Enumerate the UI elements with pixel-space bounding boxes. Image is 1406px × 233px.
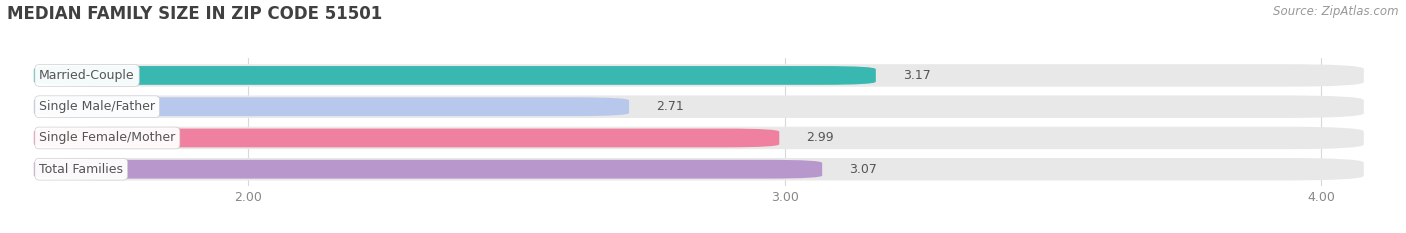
Text: Single Male/Father: Single Male/Father bbox=[39, 100, 155, 113]
FancyBboxPatch shape bbox=[34, 160, 823, 178]
Text: 3.07: 3.07 bbox=[849, 163, 877, 176]
Text: 3.17: 3.17 bbox=[903, 69, 931, 82]
FancyBboxPatch shape bbox=[34, 64, 1364, 87]
Text: Total Families: Total Families bbox=[39, 163, 124, 176]
Text: Married-Couple: Married-Couple bbox=[39, 69, 135, 82]
Text: Source: ZipAtlas.com: Source: ZipAtlas.com bbox=[1274, 5, 1399, 18]
FancyBboxPatch shape bbox=[34, 129, 779, 147]
Text: 2.71: 2.71 bbox=[657, 100, 683, 113]
FancyBboxPatch shape bbox=[34, 127, 1364, 149]
FancyBboxPatch shape bbox=[34, 66, 876, 85]
Text: MEDIAN FAMILY SIZE IN ZIP CODE 51501: MEDIAN FAMILY SIZE IN ZIP CODE 51501 bbox=[7, 5, 382, 23]
FancyBboxPatch shape bbox=[34, 96, 1364, 118]
Text: 2.99: 2.99 bbox=[806, 131, 834, 144]
FancyBboxPatch shape bbox=[34, 158, 1364, 181]
Text: Single Female/Mother: Single Female/Mother bbox=[39, 131, 176, 144]
FancyBboxPatch shape bbox=[34, 97, 628, 116]
